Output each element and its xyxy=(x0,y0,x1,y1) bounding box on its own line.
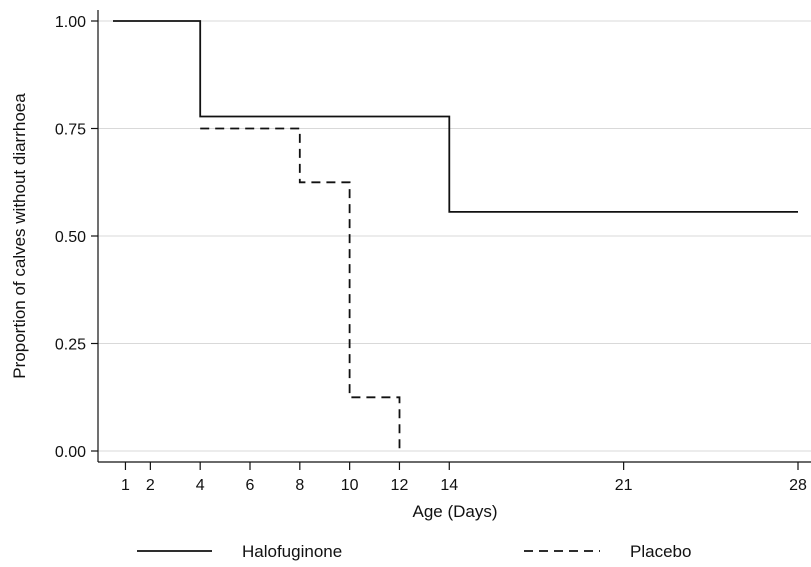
x-tick-label: 12 xyxy=(391,477,409,494)
x-axis-title: Age (Days) xyxy=(412,502,497,521)
x-tick-label: 4 xyxy=(196,477,205,494)
y-tick-label: 1.00 xyxy=(55,14,86,31)
series-line-halofuginone xyxy=(113,20,798,213)
y-tick-label: 0.25 xyxy=(55,337,86,354)
series-lines xyxy=(113,20,798,451)
y-tick-label: 0.00 xyxy=(55,444,86,461)
x-tick-label: 1 xyxy=(121,477,130,494)
y-ticks: 0.00 0.25 0.50 0.75 1.00 xyxy=(55,14,98,461)
legend: Halofuginone Placebo xyxy=(137,542,691,561)
x-tick-label: 2 xyxy=(146,477,155,494)
series-line-placebo xyxy=(200,127,401,451)
x-tick-label: 28 xyxy=(789,477,807,494)
legend-label-placebo: Placebo xyxy=(630,542,691,561)
y-tick-label: 0.75 xyxy=(55,122,86,139)
x-tick-label: 10 xyxy=(341,477,359,494)
y-axis-title: Proportion of calves without diarrhoea xyxy=(10,93,29,379)
x-tick-label: 21 xyxy=(615,477,633,494)
legend-label-halofuginone: Halofuginone xyxy=(242,542,342,561)
y-tick-label: 0.50 xyxy=(55,229,86,246)
x-ticks: 1 2 4 6 8 10 12 14 21 28 xyxy=(121,462,807,494)
x-tick-label: 8 xyxy=(295,477,304,494)
x-tick-label: 14 xyxy=(440,477,458,494)
x-tick-label: 6 xyxy=(246,477,255,494)
